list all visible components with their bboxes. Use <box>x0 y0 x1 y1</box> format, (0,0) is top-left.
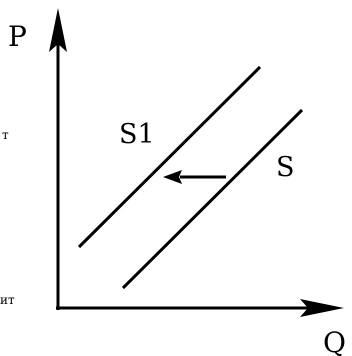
supply-curve-s1 <box>77 65 262 249</box>
y-axis-label: P <box>8 20 27 53</box>
supply-curve-s-label: S <box>276 152 295 183</box>
x-axis-label: Q <box>323 326 346 356</box>
edge-fragment-upper: т <box>2 128 9 142</box>
supply-curve-s1-label: S1 <box>119 119 155 150</box>
supply-curve-s <box>121 108 304 290</box>
y-axis-arrowhead <box>49 8 67 52</box>
shift-arrowhead <box>163 170 182 184</box>
x-axis-arrowhead <box>300 299 344 317</box>
edge-fragment-lower: ит <box>0 293 15 307</box>
